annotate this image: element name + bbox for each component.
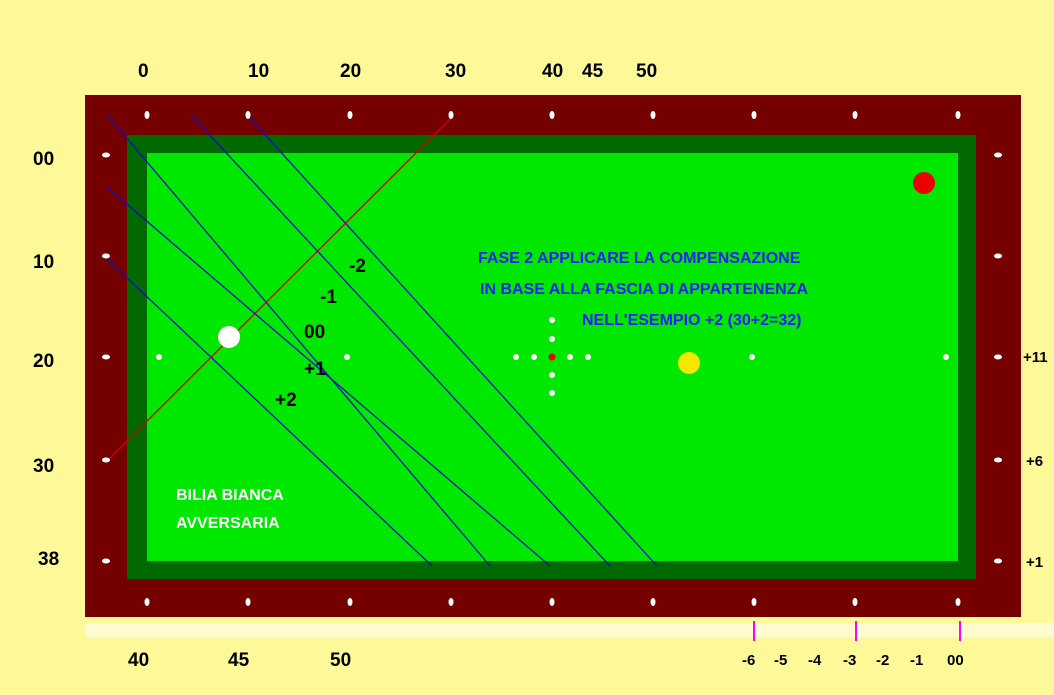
zone-label: +1 (304, 359, 326, 380)
aim-line (105, 117, 452, 463)
diamond (994, 354, 1002, 360)
zone-label: -2 (349, 256, 366, 277)
spot (549, 317, 555, 323)
spot (513, 354, 519, 360)
compensation-label: -3 (843, 652, 857, 669)
top-scale-label: 45 (582, 61, 604, 82)
diamond (102, 558, 110, 564)
yellow-ball (678, 352, 700, 374)
diamond (549, 598, 555, 606)
cue-ball-label: BILIA BIANCA (176, 487, 284, 504)
bottom-scale-label: 50 (330, 650, 352, 671)
compensation-label: -1 (910, 652, 924, 669)
compensation-label: -6 (742, 652, 756, 669)
bottom-scale-label: 40 (128, 650, 150, 671)
diamond (650, 598, 656, 606)
diamond (955, 111, 961, 119)
left-scale-label: 20 (33, 351, 55, 372)
spot (749, 354, 755, 360)
diamond (245, 111, 251, 119)
bottom-strip (85, 623, 1054, 637)
instruction-line: IN BASE ALLA FASCIA DI APPARTENENZA (480, 281, 809, 298)
guide-line (107, 115, 491, 567)
top-scale-label: 20 (340, 61, 362, 82)
spot (549, 390, 555, 396)
diamond (245, 598, 251, 606)
diamond (650, 111, 656, 119)
diamond (347, 598, 353, 606)
right-scale-label: +11 (1023, 349, 1048, 366)
diamond (994, 457, 1002, 463)
left-scale-label: 38 (38, 549, 60, 570)
top-scale-label: 50 (636, 61, 658, 82)
spot (549, 336, 555, 342)
guide-line (105, 257, 433, 567)
spot (549, 372, 555, 378)
rail-diamonds (102, 111, 1002, 606)
diamond (102, 457, 110, 463)
white-ball (218, 326, 240, 348)
diamond (102, 253, 110, 259)
diamond (549, 111, 555, 119)
instruction-line: FASE 2 APPLICARE LA COMPENSAZIONE (478, 250, 801, 267)
spot-markers (156, 317, 949, 396)
top-scale-label: 0 (138, 61, 149, 82)
right-scale-label: +6 (1026, 453, 1044, 470)
instruction-line: NELL'ESEMPIO +2 (30+2=32) (582, 312, 802, 329)
top-scale-label: 40 (542, 61, 564, 82)
zone-label: -1 (320, 287, 337, 308)
spot (585, 354, 591, 360)
guide-line (191, 115, 611, 567)
spot (943, 354, 949, 360)
zone-label: +2 (275, 390, 297, 411)
diamond (347, 111, 353, 119)
diamond (994, 152, 1002, 158)
left-scale-label: 10 (33, 252, 55, 273)
left-scale-label: 00 (33, 149, 55, 170)
spot (156, 354, 162, 360)
spot (567, 354, 573, 360)
diamond (144, 111, 150, 119)
left-scale-label: 30 (33, 456, 55, 477)
diamond (994, 253, 1002, 259)
diamond (852, 598, 858, 606)
diamond (102, 152, 110, 158)
compensation-label: -5 (774, 652, 788, 669)
diamond (448, 598, 454, 606)
center-spot (548, 353, 556, 361)
compensation-label: -4 (808, 652, 822, 669)
spot (531, 354, 537, 360)
top-scale-label: 30 (445, 61, 467, 82)
diamond (852, 111, 858, 119)
guide-line (247, 115, 658, 567)
compensation-label: 00 (947, 652, 964, 669)
guide-line (107, 187, 551, 567)
diamond (448, 111, 454, 119)
bottom-scale-label: 45 (228, 650, 250, 671)
diamond (102, 354, 110, 360)
zone-label: 00 (304, 322, 326, 343)
diamond (994, 558, 1002, 564)
spot (344, 354, 350, 360)
diamond (144, 598, 150, 606)
diamond (955, 598, 961, 606)
cue-ball-label: AVVERSARIA (176, 515, 280, 532)
red-ball (913, 172, 935, 194)
diamond (751, 111, 757, 119)
right-scale-label: +1 (1026, 554, 1044, 571)
diamond (751, 598, 757, 606)
top-scale-label: 10 (248, 61, 270, 82)
compensation-label: -2 (876, 652, 890, 669)
